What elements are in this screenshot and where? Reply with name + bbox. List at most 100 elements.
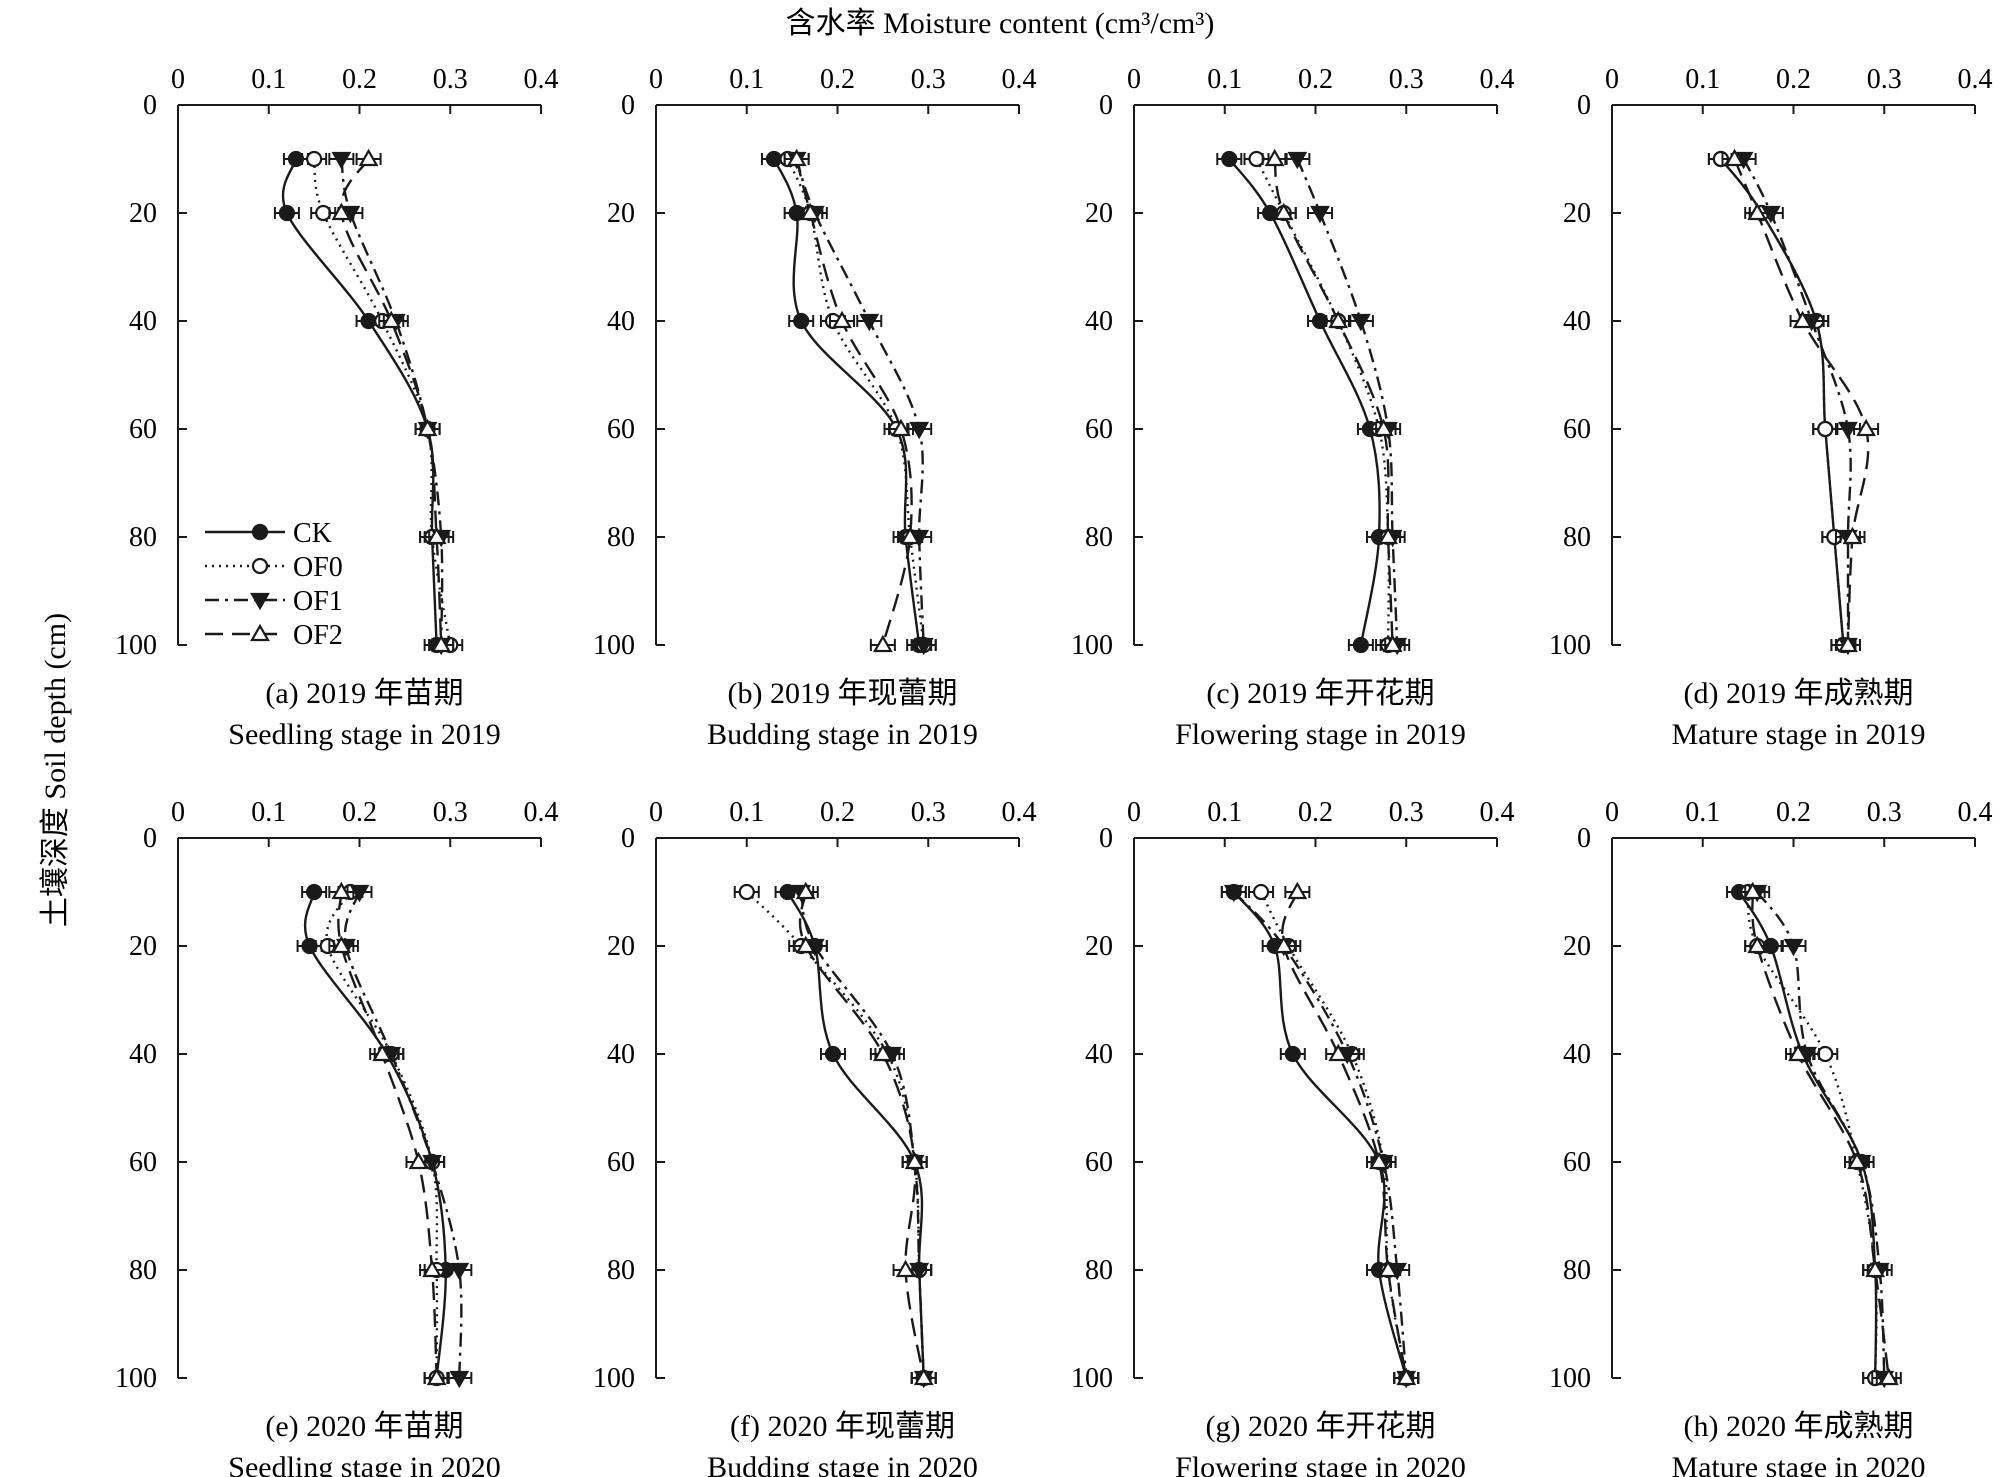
data-point	[1792, 310, 1813, 329]
y-axis-title: 土壤深度 Soil depth (cm)	[39, 613, 72, 927]
x-tick-label: 0.2	[342, 64, 377, 95]
y-tick-label: 20	[129, 931, 157, 962]
x-tick-label: 0.4	[524, 64, 559, 95]
data-point	[895, 1259, 916, 1278]
y-tick-label: 60	[1563, 414, 1591, 445]
x-tick-label: 0.2	[1298, 797, 1333, 828]
data-point	[331, 935, 352, 954]
x-tick-label: 0.3	[911, 797, 946, 828]
x-tick-label: 0.4	[1958, 64, 1993, 95]
panel-caption-cn: (d) 2019 年成熟期	[1684, 677, 1914, 710]
data-point	[1838, 634, 1858, 653]
data-point	[904, 1151, 925, 1170]
x-tick-label: 0.3	[433, 64, 468, 95]
y-tick-label: 20	[1085, 931, 1113, 962]
x-tick-label: 0.2	[1776, 797, 1811, 828]
data-point	[1311, 312, 1329, 330]
data-point	[824, 1045, 842, 1063]
y-tick-label: 100	[1071, 630, 1113, 661]
x-tick-label: 0.4	[1002, 797, 1037, 828]
y-tick-label: 20	[1563, 931, 1591, 962]
data-point	[1856, 418, 1876, 437]
y-tick-label: 80	[1085, 522, 1113, 553]
y-tick-label: 100	[115, 1363, 157, 1394]
data-point	[738, 883, 755, 901]
panel-caption-en: Flowering stage in 2020	[1175, 1451, 1466, 1477]
data-point	[913, 637, 934, 656]
panel-caption-cn: (c) 2019 年开花期	[1206, 677, 1434, 710]
data-point	[422, 1259, 442, 1278]
series-line	[1232, 891, 1408, 1379]
x-tick-label: 0.4	[1480, 797, 1515, 828]
data-point	[909, 421, 930, 440]
y-tick-label: 100	[1549, 1363, 1591, 1394]
series-line	[1232, 891, 1408, 1379]
x-tick-label: 0.2	[1776, 64, 1811, 95]
panel: 0 0.1 0.2 0.3 0.4 0 20 40 60 80 100 (b) 2019 年现蕾期 Bu…	[593, 64, 1037, 751]
legend-label: CK	[293, 518, 332, 549]
data-point	[358, 148, 379, 167]
data-point	[381, 310, 402, 329]
series-line	[1746, 891, 1878, 1379]
panel-caption-en: Mature stage in 2020	[1671, 1451, 1925, 1477]
data-point	[1817, 420, 1834, 438]
data-point	[1742, 881, 1763, 900]
data-point	[1783, 938, 1804, 957]
data-point	[793, 312, 810, 330]
panel-caption-cn: (a) 2019 年苗期	[265, 677, 463, 710]
x-tick-label: 0.1	[729, 797, 764, 828]
x-tick-label: 0.2	[342, 797, 377, 828]
data-point	[1273, 935, 1294, 954]
data-point	[795, 935, 816, 954]
x-tick-label: 0	[1605, 797, 1619, 828]
data-point	[913, 1367, 934, 1386]
y-tick-label: 60	[1563, 1147, 1591, 1178]
data-point	[786, 148, 807, 167]
data-point	[1350, 313, 1371, 332]
y-tick-label: 60	[129, 414, 157, 445]
data-point	[287, 150, 305, 168]
series-line	[772, 158, 921, 646]
x-tick-label: 0.3	[1389, 64, 1424, 95]
data-point	[795, 881, 816, 900]
data-point	[800, 202, 821, 221]
panel-caption-cn: (h) 2020 年成熟期	[1684, 1410, 1914, 1443]
data-point	[417, 418, 438, 437]
data-point	[1352, 636, 1369, 654]
y-tick-label: 60	[129, 1147, 157, 1178]
y-tick-label: 20	[1563, 198, 1591, 229]
legend-label: OF2	[293, 620, 343, 651]
y-tick-label: 40	[129, 1039, 157, 1070]
x-tick-label: 0.2	[1298, 64, 1333, 95]
x-tick-label: 0.1	[251, 64, 286, 95]
panel-caption-cn: (g) 2020 年开花期	[1206, 1410, 1436, 1443]
data-point	[832, 310, 852, 329]
data-point	[1378, 526, 1398, 545]
x-tick-label: 0.3	[911, 64, 946, 95]
y-tick-label: 60	[1085, 414, 1113, 445]
y-tick-label: 0	[143, 823, 157, 854]
panel-caption-cn: (f) 2020 年现蕾期	[730, 1410, 955, 1443]
series-line	[1296, 158, 1399, 646]
data-point	[872, 634, 893, 653]
x-tick-label: 0.2	[820, 797, 855, 828]
panel-caption-en: Budding stage in 2019	[707, 718, 978, 751]
y-tick-label: 20	[1085, 198, 1113, 229]
data-point	[1310, 205, 1330, 224]
data-point	[315, 204, 332, 222]
panel: 0 0.1 0.2 0.3 0.4 0 20 40 60 80 100 (g) 2020 年开花期 Fl…	[1071, 797, 1515, 1477]
y-tick-label: 100	[1071, 1363, 1113, 1394]
y-tick-label: 80	[1563, 522, 1591, 553]
data-point	[306, 883, 323, 901]
data-point	[891, 418, 911, 437]
y-tick-label: 60	[607, 1147, 635, 1178]
data-point	[1287, 881, 1308, 900]
x-tick-label: 0.3	[1389, 797, 1424, 828]
data-point	[1865, 1259, 1886, 1278]
data-point	[1287, 151, 1308, 170]
x-tick-label: 0.4	[1480, 64, 1515, 95]
data-point	[900, 526, 920, 545]
y-tick-label: 80	[1563, 1255, 1591, 1286]
